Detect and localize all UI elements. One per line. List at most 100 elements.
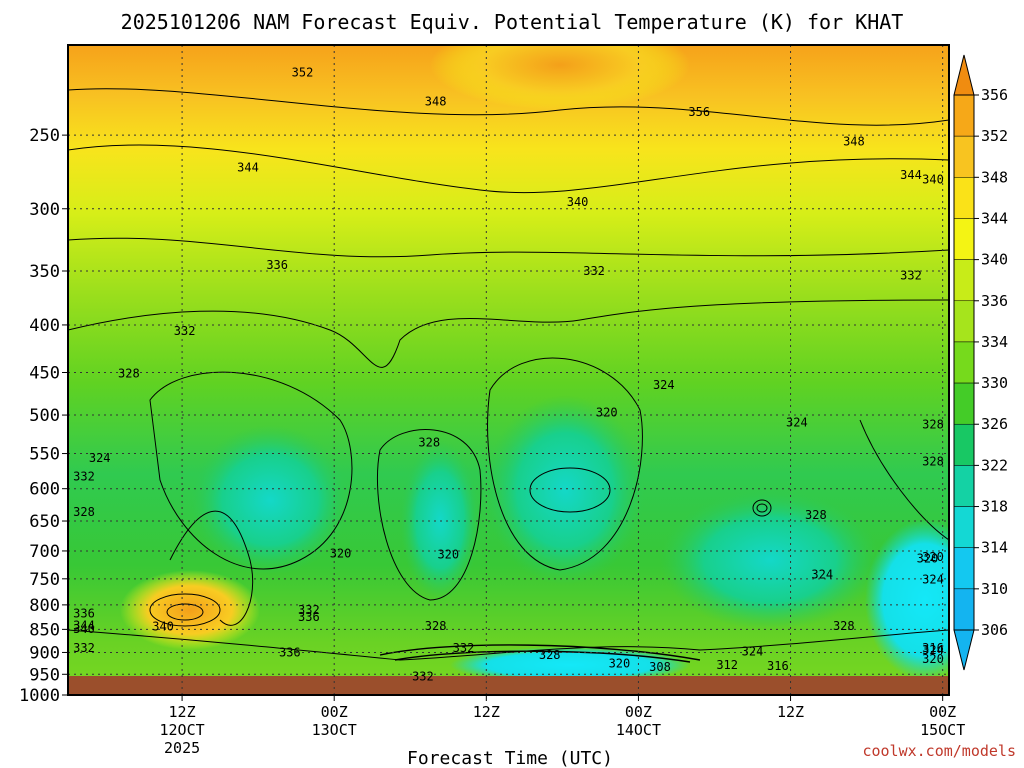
contour-label: 348 (425, 94, 447, 108)
contour-label: 336 (266, 258, 288, 272)
x-tick-date: 12OCT (160, 721, 205, 739)
contour-label: 312 (716, 658, 738, 672)
colorbar-label: 340 (981, 251, 1008, 269)
colorbar-bottom-arrow (953, 629, 975, 671)
contour-label: 316 (922, 641, 944, 655)
contour-label: 328 (73, 505, 95, 519)
contour-label: 352 (292, 65, 314, 79)
contour-label: 340 (567, 195, 589, 209)
colorbar-label: 310 (981, 580, 1008, 598)
colorbar-top-arrow (953, 54, 975, 96)
colorbar-swatch (953, 218, 975, 260)
contour-label: 356 (688, 105, 710, 119)
contour-label: 320 (922, 652, 944, 666)
contour-line (68, 237, 949, 258)
contour-line (68, 144, 949, 194)
y-tick-label: 900 (29, 643, 60, 663)
contour-label: 320 (330, 546, 352, 560)
y-tick-label: 400 (29, 316, 60, 336)
y-tick-label: 750 (29, 570, 60, 590)
x-tick-label: 12Z (473, 703, 500, 721)
x-axis-title: Forecast Time (UTC) (407, 748, 613, 768)
x-tick-date: 13OCT (312, 721, 357, 739)
colorbar-label: 334 (981, 333, 1008, 351)
colorbar-swatch (953, 423, 975, 466)
contour-label: 328 (805, 508, 827, 522)
x-tick-label: 00Z (929, 703, 956, 721)
plot-frame (67, 44, 950, 696)
colorbar-swatch (953, 177, 975, 219)
y-tick-label: 800 (29, 596, 60, 616)
colorbar-label: 326 (981, 415, 1008, 433)
cool-core-3 (400, 440, 480, 600)
contour-line (166, 603, 204, 621)
colorbar-swatch (953, 588, 975, 631)
contour-line (149, 593, 221, 627)
colorbar-swatch (953, 506, 975, 548)
contour-label: 328 (922, 455, 944, 469)
contour-line (379, 644, 701, 661)
colorbar-label: 318 (981, 498, 1008, 516)
contour-label: 344 (73, 619, 95, 633)
contour-label: 328 (833, 619, 855, 633)
contour-label: 332 (453, 641, 475, 655)
contour-line (377, 429, 482, 601)
warm-pocket-1 (120, 570, 260, 650)
contour-label: 324 (89, 451, 111, 465)
y-tick-label: 950 (29, 665, 60, 685)
contour-label: 336 (279, 645, 301, 659)
contour-label: 320 (922, 550, 944, 564)
y-tick-label: 650 (29, 512, 60, 532)
colorbar-swatch (953, 465, 975, 507)
cool-core-5 (865, 520, 949, 680)
x-tick-date: 14OCT (616, 721, 661, 739)
y-tick-label: 700 (29, 542, 60, 562)
colorbar-swatch (953, 94, 975, 137)
credit-text: coolwx.com/models (862, 742, 1016, 760)
contour-label: 324 (922, 572, 944, 586)
contour-label: 320 (609, 657, 631, 671)
y-axis: 250 300 350 400 450 500 550 600 650 700 750 800 850 9… (19, 126, 68, 706)
grid-lines (68, 45, 949, 696)
y-tick-label: 350 (29, 262, 60, 282)
y-tick-label: 450 (29, 364, 60, 384)
contour-label: 328 (425, 619, 447, 633)
contour-label: 332 (298, 603, 320, 617)
chart-title: 2025101206 NAM Forecast Equiv. Potential… (121, 10, 904, 34)
contour-label: 332 (73, 469, 95, 483)
contour-label: 332 (583, 264, 605, 278)
contour-label: 324 (922, 643, 944, 657)
contour-line (529, 467, 611, 513)
contour-line (756, 503, 768, 513)
contour-line (68, 299, 949, 368)
contour-line (149, 371, 353, 570)
contour-label: 324 (742, 645, 764, 659)
colorbar-swatch (953, 135, 975, 178)
surface-ground (68, 676, 949, 695)
colorbar-label: 336 (981, 292, 1008, 310)
contour-label: 324 (811, 567, 833, 581)
colorbar-swatch (953, 300, 975, 343)
contour-line (394, 650, 691, 663)
colorbar-frame (953, 94, 975, 631)
y-tick-label: 550 (29, 445, 60, 465)
contour-label: 332 (412, 669, 434, 683)
contour-label: 308 (649, 660, 671, 674)
contour-label: 328 (922, 418, 944, 432)
contour-label: 328 (418, 435, 440, 449)
x-tick-label: 12Z (777, 703, 804, 721)
contour-line (169, 510, 254, 626)
y-tick-label: 300 (29, 200, 60, 220)
colorbar-label: 356 (981, 86, 1008, 104)
x-tick-label: 12Z (169, 703, 196, 721)
colorbar-label: 348 (981, 168, 1008, 186)
contour-label: 324 (653, 378, 675, 392)
contour-label: 336 (298, 610, 320, 624)
contour-line (68, 88, 949, 126)
x-tick-year: 2025 (164, 739, 200, 757)
y-tick-label: 600 (29, 480, 60, 500)
colorbar-label: 352 (981, 127, 1008, 145)
